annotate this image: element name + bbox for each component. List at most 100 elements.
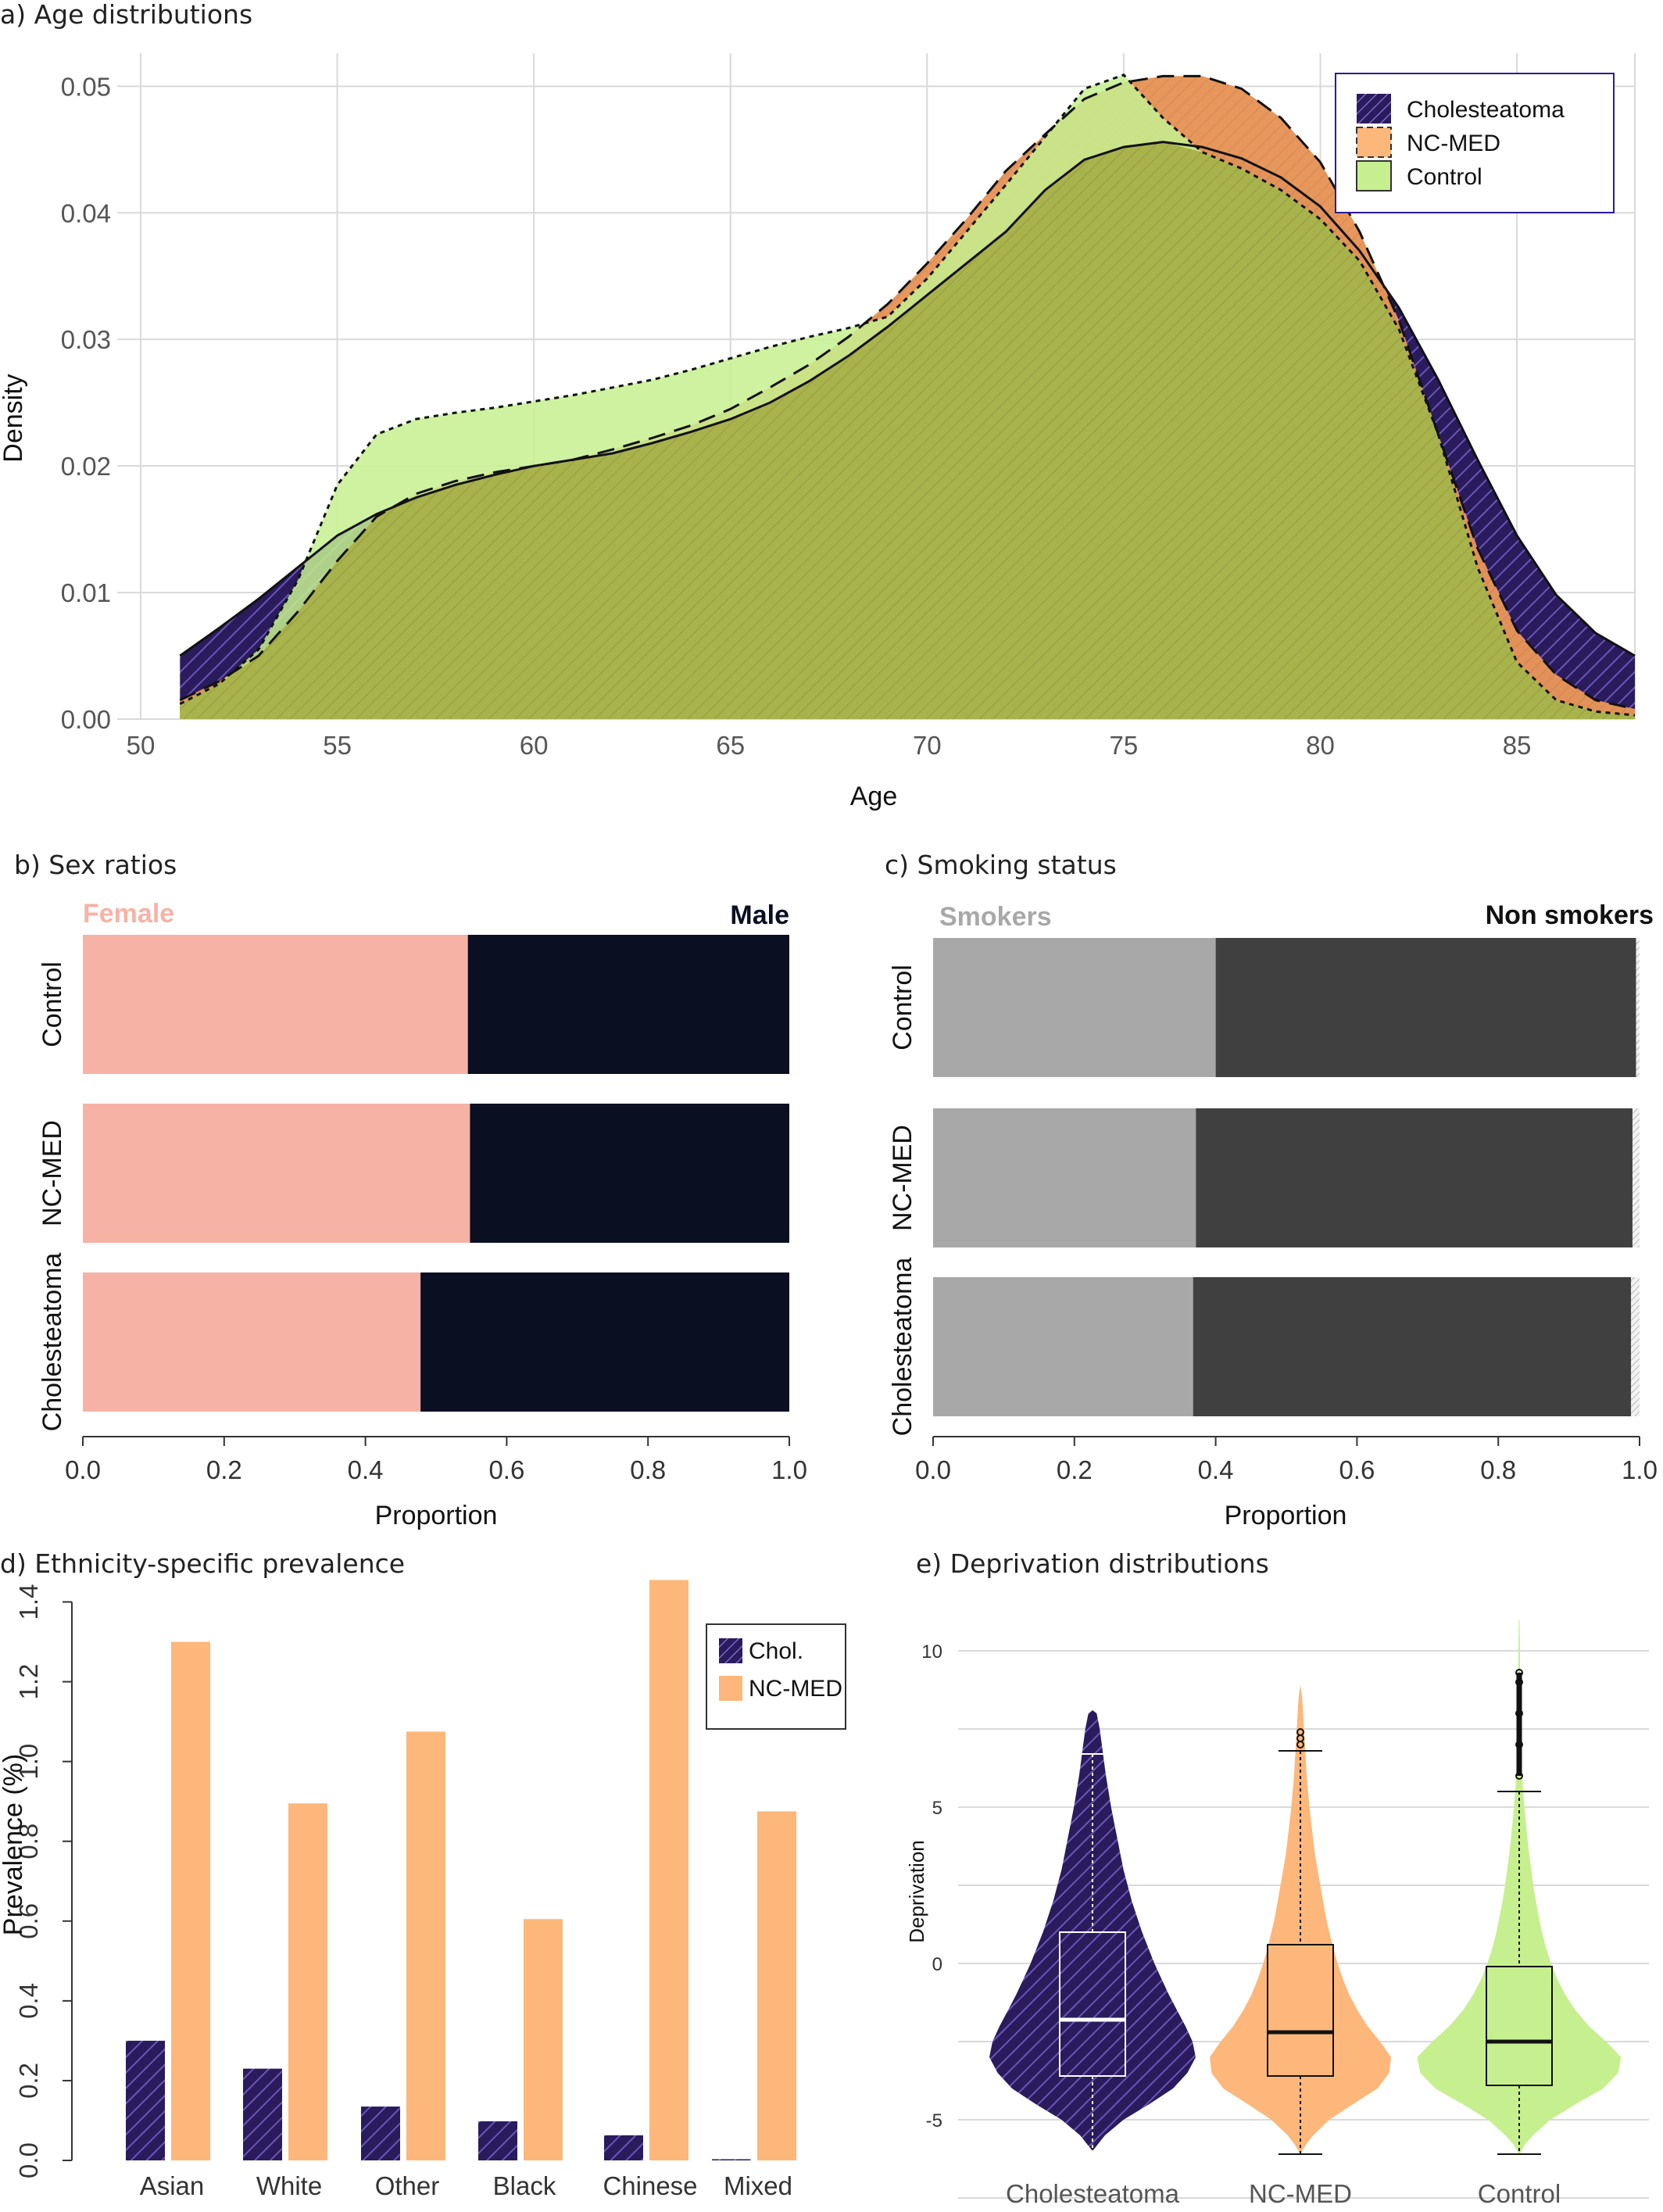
eth-y-tick-0.6: 0.6 xyxy=(14,1903,43,1939)
sex-x-tick-0.2: 0.2 xyxy=(206,1455,242,1484)
age-x-tick-80: 80 xyxy=(1306,731,1335,760)
deprivation-panel: e) Deprivation distributions 10 5 0 -5 Chol… xyxy=(905,1548,1649,2208)
smoking-bar-cholesteatoma-1 xyxy=(1193,1277,1632,1416)
age-area-common-overlap xyxy=(180,141,1635,720)
legend-swatch-cholesteatoma xyxy=(1357,94,1391,123)
smoking-bars xyxy=(933,938,1640,1416)
sex-bar-cholesteatoma-1 xyxy=(420,1272,789,1412)
sex-bar-ncmed-1 xyxy=(470,1104,789,1243)
smoking-x-ticks: 0.0 0.2 0.4 0.6 0.8 1.0 xyxy=(915,1436,1658,1484)
eth-category-asian: Asian xyxy=(140,2171,205,2200)
ethnicity-bars xyxy=(126,1580,796,2160)
legend-label-ncmed: NC-MED xyxy=(1407,131,1500,156)
eth-bar-ncmed-white xyxy=(288,1803,327,2160)
age-x-tick-70: 70 xyxy=(913,731,942,760)
age-line-cholesteatoma xyxy=(179,141,1636,657)
ethnicity-prevalence-panel: d) Ethnicity-specific prevalence 0.00.20… xyxy=(0,1548,846,2200)
legend-label-control: Control xyxy=(1407,164,1482,190)
eth-category-black: Black xyxy=(493,2171,556,2200)
deprivation-y-ticks: 10 5 0 -5 xyxy=(921,1641,942,2131)
eth-y-tick-0.8: 0.8 xyxy=(14,1824,43,1859)
legend-swatch-control xyxy=(1356,160,1392,191)
sex-bar-control-0 xyxy=(83,935,468,1074)
eth-y-tick-1.2: 1.2 xyxy=(14,1664,43,1700)
age-x-axis-label: Age xyxy=(850,782,898,811)
sex-bars xyxy=(83,935,789,1412)
sex-x-tick-0.6: 0.6 xyxy=(488,1455,524,1484)
age-y-ticks: 0.00 0.01 0.02 0.03 0.04 0.05 xyxy=(61,72,111,734)
smoking-x-tick-0.6: 0.6 xyxy=(1339,1455,1375,1484)
smoking-x-tick-0.4: 0.4 xyxy=(1198,1455,1234,1484)
deprivation-violins xyxy=(989,1619,1622,2156)
age-x-tick-65: 65 xyxy=(716,731,745,760)
ethnicity-legend: Chol. NC-MED xyxy=(706,1623,846,1730)
age-y-tick-0.04: 0.04 xyxy=(61,199,111,227)
age-density-areas xyxy=(180,74,1635,720)
smoking-bar-cholesteatoma-0 xyxy=(933,1277,1193,1416)
legend-label-ncmed-d: NC-MED xyxy=(749,1676,842,1702)
age-y-tick-0.05: 0.05 xyxy=(61,72,111,101)
eth-bar-chol-other xyxy=(361,2106,400,2160)
eth-bar-ncmed-asian xyxy=(171,1641,210,2160)
dep-y-tick-10: 10 xyxy=(921,1641,942,1663)
ethnicity-category-labels: Asian White Other Black Chinese Mixed xyxy=(140,2171,792,2200)
dep-category-control: Control xyxy=(1478,2179,1561,2208)
eth-bar-ncmed-chinese xyxy=(649,1580,688,2160)
sex-x-axis-label: Proportion xyxy=(375,1501,498,1530)
smoking-bar-control-1 xyxy=(1215,938,1636,1077)
eth-y-tick-1.0: 1.0 xyxy=(14,1744,43,1780)
eth-bar-chol-chinese xyxy=(604,2135,643,2160)
age-density-lines xyxy=(179,73,1636,717)
age-x-tick-50: 50 xyxy=(127,731,156,760)
sex-bar-ncmed-0 xyxy=(83,1104,470,1243)
sex-x-tick-0.4: 0.4 xyxy=(348,1455,384,1484)
eth-bar-chol-asian xyxy=(126,2040,165,2160)
age-y-axis-label: Density xyxy=(0,374,28,462)
smoking-x-tick-0.2: 0.2 xyxy=(1057,1455,1093,1484)
sex-x-tick-0.8: 0.8 xyxy=(630,1455,666,1484)
smoking-x-axis-label: Proportion xyxy=(1225,1501,1347,1530)
eth-category-white: White xyxy=(256,2171,322,2200)
smoking-bar-ncmed-2 xyxy=(1632,1108,1640,1247)
legend-swatch-chol xyxy=(719,1638,742,1663)
age-y-tick-0.01: 0.01 xyxy=(61,578,111,607)
age-chart-title: a) Age distributions xyxy=(0,0,252,30)
nonsmokers-series-label: Non smokers xyxy=(1486,900,1654,930)
smoking-bar-control-0 xyxy=(933,938,1216,1077)
legend-swatch-ncmed-d xyxy=(719,1676,742,1701)
smoking-category-cholesteatoma: Cholesteatoma xyxy=(888,1258,917,1437)
smoking-category-control: Control xyxy=(888,965,917,1051)
ethnicity-y-axis-label: Prevalence (%) xyxy=(0,1754,28,1935)
sex-bar-cholesteatoma-0 xyxy=(83,1272,421,1412)
smoking-x-tick-0.8: 0.8 xyxy=(1480,1455,1516,1484)
legend-label-cholesteatoma: Cholesteatoma xyxy=(1407,97,1565,123)
eth-y-tick-1.4: 1.4 xyxy=(14,1584,43,1620)
dep-outlier-ncmed-2 xyxy=(1296,1728,1304,1736)
smoking-x-tick-1.0: 1.0 xyxy=(1622,1455,1658,1484)
smoking-bar-ncmed-1 xyxy=(1196,1108,1633,1247)
female-series-label: Female xyxy=(83,899,174,929)
sex-category-cholesteatoma: Cholesteatoma xyxy=(38,1253,67,1432)
smoking-category-labels: Control NC-MED Cholesteatoma xyxy=(888,965,917,1436)
eth-bar-chol-white xyxy=(243,2068,282,2160)
eth-bar-ncmed-other xyxy=(406,1731,445,2160)
smoking-bar-ncmed-0 xyxy=(933,1108,1196,1247)
age-y-tick-0.02: 0.02 xyxy=(61,452,111,481)
eth-category-mixed: Mixed xyxy=(724,2171,792,2200)
legend-label-chol: Chol. xyxy=(749,1638,803,1664)
age-x-tick-60: 60 xyxy=(520,731,549,760)
deprivation-chart-title: e) Deprivation distributions xyxy=(916,1548,1269,1579)
male-series-label: Male xyxy=(730,900,789,930)
age-y-tick-0.03: 0.03 xyxy=(61,325,111,354)
smoking-chart-title: c) Smoking status xyxy=(885,850,1117,880)
age-distribution-panel: a) Age distributions 50 55 60 65 70 75 80 85 0.… xyxy=(0,0,1636,811)
ethnicity-y-ticks: 0.0 0.2 0.4 0.6 0.8 1.0 1.2 1.4 xyxy=(14,1584,73,2178)
ethnicity-chart-title: d) Ethnicity-specific prevalence xyxy=(0,1548,405,1579)
eth-bar-chol-mixed xyxy=(712,2159,751,2160)
eth-y-tick-0.4: 0.4 xyxy=(14,1983,43,2019)
sex-bar-control-1 xyxy=(467,935,789,1074)
eth-bar-ncmed-black xyxy=(524,1919,563,2160)
dep-box-cholesteatoma xyxy=(1059,1931,1126,2077)
age-x-tick-75: 75 xyxy=(1110,731,1139,760)
